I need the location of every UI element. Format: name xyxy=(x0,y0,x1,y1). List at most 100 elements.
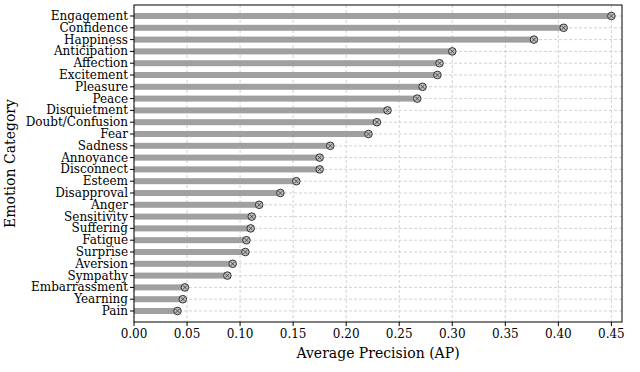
marker-x xyxy=(609,14,613,18)
marker-x xyxy=(244,238,248,242)
marker xyxy=(277,189,285,197)
grid xyxy=(134,5,622,322)
marker xyxy=(293,177,301,185)
bar xyxy=(134,261,233,267)
marker-circle xyxy=(242,248,250,256)
bar xyxy=(134,214,252,220)
bar xyxy=(134,202,259,208)
marker-x xyxy=(450,49,454,53)
grid-line-y xyxy=(134,299,622,300)
grid-line-y xyxy=(134,311,622,312)
x-tick xyxy=(346,322,347,326)
bar xyxy=(134,60,440,66)
bar xyxy=(134,143,330,149)
marker xyxy=(436,59,444,67)
marker xyxy=(419,83,427,91)
marker-x xyxy=(257,203,261,207)
bars xyxy=(134,12,615,315)
marker xyxy=(434,71,442,79)
grid-line-x xyxy=(611,5,612,322)
x-tick xyxy=(452,322,453,326)
marker-x xyxy=(243,250,247,254)
marker xyxy=(242,248,250,256)
x-tick xyxy=(558,322,559,326)
marker-x xyxy=(225,274,229,278)
y-tick xyxy=(130,169,134,170)
y-tick xyxy=(130,63,134,64)
y-tick xyxy=(130,51,134,52)
marker-x xyxy=(532,38,536,42)
bar xyxy=(134,131,368,137)
marker-circle xyxy=(434,71,442,79)
marker xyxy=(248,213,256,221)
marker xyxy=(608,12,616,20)
y-tick xyxy=(130,39,134,40)
x-axis-label: Average Precision (AP) xyxy=(295,345,459,361)
marker xyxy=(247,225,255,233)
bar xyxy=(134,225,251,231)
marker-circle xyxy=(560,24,568,32)
bar xyxy=(134,48,452,54)
x-ticks: 0.000.050.100.150.200.250.300.350.400.45 xyxy=(121,322,625,341)
y-tick xyxy=(130,311,134,312)
x-tick-label: 0.35 xyxy=(492,327,519,341)
marker xyxy=(530,36,538,44)
marker-x xyxy=(250,215,254,219)
x-tick-label: 0.40 xyxy=(545,327,572,341)
marker-circle xyxy=(384,107,392,115)
marker-x xyxy=(562,26,566,30)
y-tick xyxy=(130,193,134,194)
marker-x xyxy=(249,226,253,230)
y-tick xyxy=(130,228,134,229)
marker xyxy=(413,95,421,103)
marker xyxy=(179,295,187,303)
marker xyxy=(365,130,373,138)
marker xyxy=(448,48,456,56)
x-tick xyxy=(187,322,188,326)
bar xyxy=(134,37,534,43)
marker-x xyxy=(318,156,322,160)
marker-circle xyxy=(316,154,324,162)
x-tick-label: 0.30 xyxy=(439,327,466,341)
marker-x xyxy=(175,309,179,313)
bar xyxy=(134,166,320,172)
marker xyxy=(316,154,324,162)
marker-x xyxy=(181,297,185,301)
marker xyxy=(229,260,237,268)
y-tick xyxy=(130,86,134,87)
y-tick xyxy=(130,16,134,17)
bar xyxy=(134,190,280,196)
marker-x xyxy=(318,167,322,171)
marker-x xyxy=(183,285,187,289)
marker xyxy=(316,166,324,174)
marker-circle xyxy=(326,142,334,150)
marker xyxy=(174,307,182,315)
y-tick xyxy=(130,216,134,217)
bar xyxy=(134,296,183,302)
x-tick xyxy=(240,322,241,326)
y-tick xyxy=(130,287,134,288)
y-tick-label: Pain xyxy=(102,304,129,318)
bar xyxy=(134,72,437,78)
bar xyxy=(134,178,296,184)
x-tick xyxy=(293,322,294,326)
x-tick xyxy=(399,322,400,326)
y-ticks: EngagementConfidenceHappinessAnticipatio… xyxy=(26,9,134,318)
grid-line-y xyxy=(134,287,622,288)
marker xyxy=(224,272,232,280)
marker xyxy=(243,236,251,244)
marker-circle xyxy=(448,48,456,56)
y-tick xyxy=(130,157,134,158)
marker-circle xyxy=(248,213,256,221)
marker-x xyxy=(415,97,419,101)
marker-x xyxy=(231,262,235,266)
marker xyxy=(181,284,189,292)
marker-x xyxy=(278,191,282,195)
y-tick xyxy=(130,204,134,205)
frame xyxy=(134,5,622,322)
bar xyxy=(134,119,377,125)
marker-circle xyxy=(174,307,182,315)
y-tick xyxy=(130,134,134,135)
y-axis-label: Emotion Category xyxy=(2,99,18,228)
marker xyxy=(326,142,334,150)
